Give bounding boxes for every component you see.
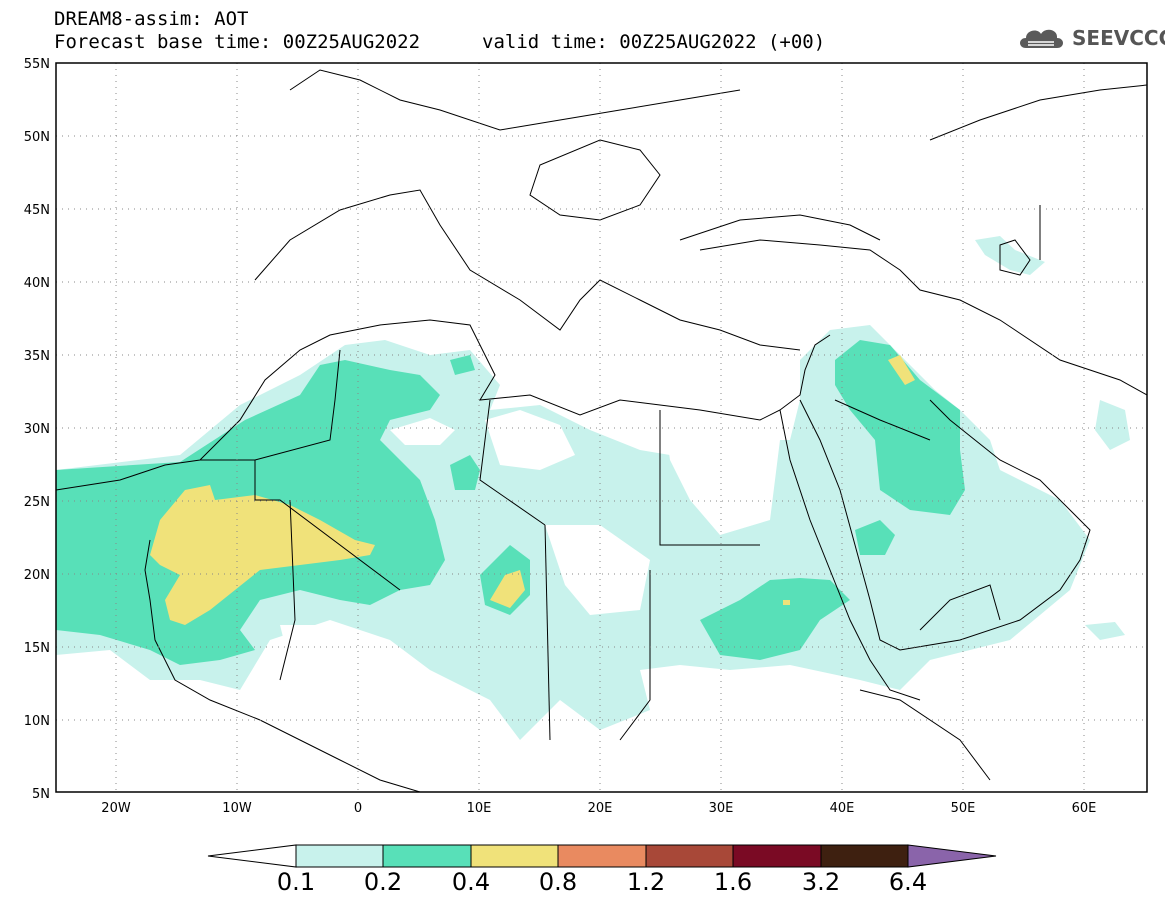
lat-tick: 20N xyxy=(24,568,50,583)
colorbar-label: 6.4 xyxy=(888,868,928,896)
lat-tick: 5N xyxy=(32,787,50,802)
map-title: DREAM8-assim: AOT xyxy=(54,8,249,30)
colorbar-segment xyxy=(470,844,559,868)
lon-tick: 60E xyxy=(1072,801,1097,816)
valid-time: valid time: 00Z25AUG2022 (+00) xyxy=(482,31,826,53)
colorbar-segment xyxy=(907,844,997,868)
colorbar-label: 0.8 xyxy=(538,868,578,896)
lon-tick: 20W xyxy=(101,801,131,816)
aot-contours xyxy=(56,236,1130,740)
lat-tick: 25N xyxy=(24,495,50,510)
aot-region-0.1 xyxy=(1095,400,1130,450)
colorbar-label: 0.2 xyxy=(363,868,403,896)
colorbar-label: 3.2 xyxy=(801,868,841,896)
aot-region-0.2 xyxy=(855,520,895,555)
colorbar-label: 1.2 xyxy=(626,868,666,896)
colorbar-segment xyxy=(207,844,297,868)
colorbar-label: 1.6 xyxy=(713,868,753,896)
forecast-base-time: Forecast base time: 00Z25AUG2022 xyxy=(54,31,421,53)
lat-tick: 45N xyxy=(24,203,50,218)
aot-region-0.2 xyxy=(450,455,480,490)
lon-tick: 10W xyxy=(222,801,252,816)
lat-tick: 10N xyxy=(24,714,50,729)
lat-tick: 15N xyxy=(24,641,50,656)
aot-region-0.4 xyxy=(150,485,375,625)
lat-tick: 40N xyxy=(24,276,50,291)
aot-region-0.2 xyxy=(700,578,850,660)
colorbar-segment xyxy=(645,844,734,868)
colorbar-label: 0.4 xyxy=(451,868,491,896)
aot-region-0.1 xyxy=(975,236,1045,275)
coastlines xyxy=(56,69,1147,792)
lon-axis: 20W 10W 0 10E 20E 30E 40E 50E 60E xyxy=(101,801,1096,816)
colorbar-segment xyxy=(382,844,472,868)
lon-tick: 40E xyxy=(830,801,855,816)
aot-region-0.4 xyxy=(783,600,790,605)
colorbar-segment xyxy=(295,844,384,868)
seevccc-logo: SEEVCCC xyxy=(1016,24,1165,52)
lat-axis: 55N 50N 45N 40N 35N 30N 25N 20N 15N 10N … xyxy=(24,57,50,802)
lon-tick: 0 xyxy=(354,801,362,816)
aot-region-0.2 xyxy=(450,355,475,375)
colorbar-segment xyxy=(557,844,647,868)
colorbar-segment xyxy=(820,844,909,868)
cloud-icon xyxy=(1020,29,1063,48)
lon-tick: 10E xyxy=(467,801,492,816)
lon-tick: 30E xyxy=(709,801,734,816)
colorbar xyxy=(207,844,997,868)
lon-tick: 20E xyxy=(588,801,613,816)
aot-region-0.4 xyxy=(490,570,525,608)
lon-tick: 50E xyxy=(951,801,976,816)
lat-tick: 30N xyxy=(24,422,50,437)
lat-tick: 35N xyxy=(24,349,50,364)
lat-tick: 50N xyxy=(24,130,50,145)
map-frame xyxy=(55,62,1148,793)
colorbar-label: 0.1 xyxy=(276,868,316,896)
colorbar-segment xyxy=(732,844,822,868)
aot-region-0.4 xyxy=(888,355,915,385)
logo-text: SEEVCCC xyxy=(1072,26,1165,50)
aot-region-0.1 xyxy=(1085,622,1125,640)
lat-tick: 55N xyxy=(24,57,50,72)
